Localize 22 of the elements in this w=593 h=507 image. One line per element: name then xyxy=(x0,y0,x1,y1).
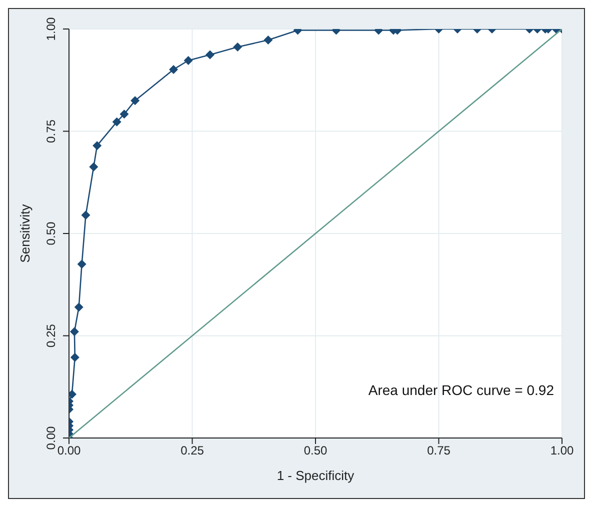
x-tick-label: 1.00 xyxy=(550,444,574,458)
point xyxy=(70,352,80,362)
point xyxy=(92,141,102,150)
y-tick-label: 1.00 xyxy=(44,17,58,41)
annotation: Area under ROC curve = 0.92 xyxy=(368,382,554,398)
x-tick-label: 0.00 xyxy=(57,444,81,458)
point xyxy=(81,210,90,220)
y-tick-label: 0.50 xyxy=(44,222,58,246)
x-tick-label: 0.50 xyxy=(304,444,328,458)
point xyxy=(130,96,140,106)
x-tick-label: 0.75 xyxy=(427,444,451,458)
y-tick-label: 0.25 xyxy=(44,324,58,348)
x-axis-title: 1 - Specificity xyxy=(276,468,355,483)
point xyxy=(89,162,98,172)
point xyxy=(120,110,129,119)
x-tick-label: 0.25 xyxy=(180,444,204,458)
y-tick-label: 0.75 xyxy=(44,119,58,143)
point xyxy=(74,302,84,312)
point xyxy=(77,260,86,269)
point xyxy=(112,117,122,126)
y-axis-title: Sensitivity xyxy=(18,204,33,263)
point xyxy=(70,327,79,336)
